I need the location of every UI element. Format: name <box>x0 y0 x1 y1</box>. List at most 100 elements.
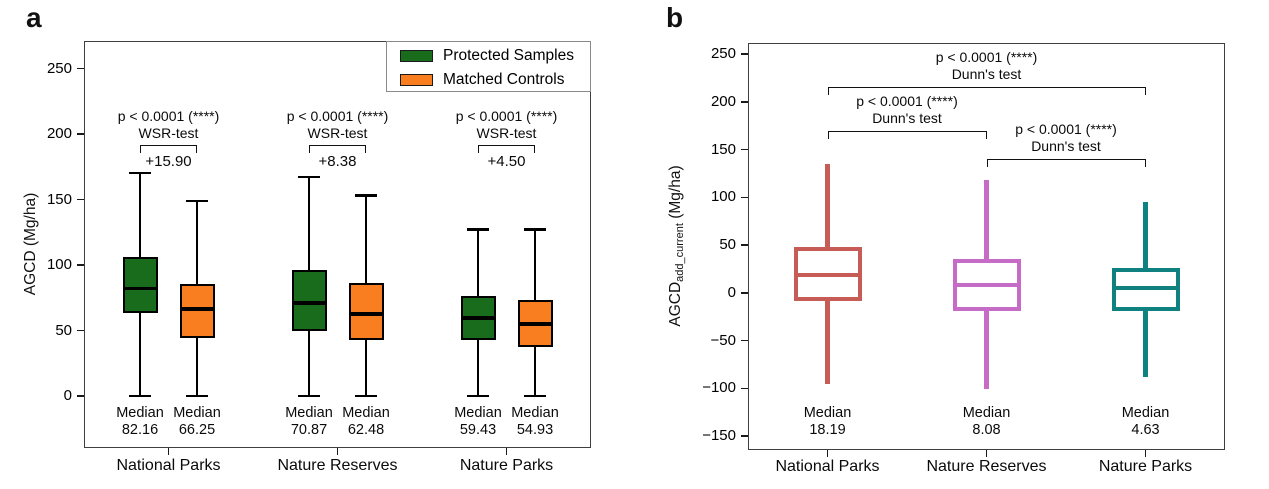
box-whisker-upper <box>196 200 198 284</box>
box-whisker-lower <box>1143 310 1148 377</box>
box-whisker-upper <box>308 177 310 271</box>
category-label: Nature Reserves <box>926 458 1047 475</box>
x-tick-mark <box>336 448 339 455</box>
box-rect <box>122 257 158 314</box>
significance-bracket <box>140 145 197 153</box>
whisker-cap-lower <box>355 394 377 398</box>
y-tick-mark <box>741 101 748 103</box>
median-line <box>517 322 553 326</box>
median-value: 18.19 <box>809 421 846 438</box>
legend-item-protected-samples: Protected Samples <box>400 47 574 64</box>
y-tick-mark <box>77 133 84 135</box>
significance-test-text: WSR-test <box>307 125 368 141</box>
y-tick-label: 50 <box>719 236 736 253</box>
median-label: Median <box>962 405 1011 421</box>
whisker-cap-upper <box>524 228 546 231</box>
box-whisker-lower <box>365 339 367 396</box>
median-line <box>955 283 1018 288</box>
x-tick-mark <box>1144 450 1147 457</box>
y-tick-mark <box>77 329 84 332</box>
x-tick-mark <box>505 448 508 455</box>
median-label: Median <box>285 405 333 421</box>
whisker-cap-upper <box>129 172 151 175</box>
box-whisker-lower <box>984 310 989 390</box>
significance-bracket <box>478 145 535 153</box>
y-tick-mark <box>741 387 748 389</box>
y-tick-mark <box>741 53 748 55</box>
category-label: Nature Parks <box>459 457 554 474</box>
y-tick-label: 250 <box>710 45 736 62</box>
median-line <box>796 273 859 278</box>
comparison-test-text: Dunn's test <box>872 110 942 126</box>
y-tick-mark <box>741 292 748 294</box>
box-whisker-lower <box>477 339 479 396</box>
y-tick-mark <box>741 244 748 246</box>
median-value: 82.16 <box>121 421 159 438</box>
box-whisker-lower <box>534 346 536 396</box>
box-whisker-lower <box>308 331 310 396</box>
comparison-bracket <box>827 87 1146 95</box>
y-tick-mark <box>741 435 748 437</box>
legend-label-protected-samples: Protected Samples <box>443 47 574 64</box>
difference-label: +4.50 <box>487 153 526 170</box>
category-label: Nature Reserves <box>277 457 398 474</box>
y-tick-label: −50 <box>710 331 736 349</box>
category-label: National Parks <box>775 458 880 475</box>
y-tick-mark <box>741 148 748 151</box>
panel-letter-a: a <box>26 2 42 33</box>
comparison-p-text: p < 0.0001 (****) <box>1015 120 1117 137</box>
whisker-cap-upper <box>298 176 320 179</box>
y-tick-mark <box>77 198 84 201</box>
y-tick-label: 0 <box>727 283 736 301</box>
significance-p-text: p < 0.0001 (****) <box>286 108 389 124</box>
median-line <box>348 312 384 316</box>
median-label: Median <box>511 405 559 421</box>
y-tick-label: 200 <box>46 125 72 142</box>
median-label: Median <box>803 405 852 421</box>
legend-box: Protected Samples Matched Controls <box>386 41 591 92</box>
box-rect <box>291 270 327 332</box>
comparison-p-text: p < 0.0001 (****) <box>856 93 958 109</box>
y-axis-label-b: AGCDadd_current (Mg/ha) <box>667 165 686 327</box>
box-rect <box>179 283 215 339</box>
legend-swatch-matched-controls <box>400 74 433 86</box>
box-whisker-lower <box>139 313 141 396</box>
whisker-cap-lower <box>129 394 151 398</box>
box-whisker-upper <box>365 195 367 284</box>
y-tick-mark <box>741 339 748 342</box>
comparison-bracket <box>986 158 1146 167</box>
y-tick-label: 100 <box>710 188 736 206</box>
box-whisker-upper <box>534 229 536 301</box>
median-value: 66.25 <box>178 421 216 438</box>
y-tick-label: 250 <box>46 59 72 77</box>
comparison-p-text: p < 0.0001 (****) <box>935 49 1038 65</box>
median-line <box>291 301 327 305</box>
whisker-cap-upper <box>467 228 489 231</box>
y-tick-label: −100 <box>702 379 736 397</box>
x-tick-mark <box>826 450 829 457</box>
median-value: 62.48 <box>347 421 385 438</box>
y-tick-label: 0 <box>63 387 72 404</box>
y-axis-label-b-sub: add_current <box>674 223 686 282</box>
box-whisker-upper <box>825 163 830 247</box>
whisker-cap-lower <box>467 394 489 398</box>
y-tick-mark <box>741 196 748 198</box>
category-label: Nature Parks <box>1098 458 1193 475</box>
panel-letter-b: b <box>666 2 684 33</box>
median-value: 4.63 <box>1131 421 1160 438</box>
y-tick-mark <box>77 67 84 70</box>
y-tick-mark <box>77 264 84 266</box>
y-tick-label: 200 <box>710 92 736 110</box>
comparison-test-text: Dunn's test <box>1031 137 1101 154</box>
significance-p-text: p < 0.0001 (****) <box>455 108 558 124</box>
y-axis-label-b-prefix: AGCD <box>667 281 684 327</box>
y-tick-mark <box>77 395 84 397</box>
whisker-cap-lower <box>186 394 208 398</box>
y-tick-label: 150 <box>710 140 736 158</box>
legend-swatch-protected-samples <box>400 50 433 62</box>
median-value: 54.93 <box>516 421 554 438</box>
y-axis-label-a: AGCD (Mg/ha) <box>22 193 40 296</box>
whisker-cap-lower <box>298 394 320 398</box>
y-tick-label: 50 <box>55 321 72 339</box>
